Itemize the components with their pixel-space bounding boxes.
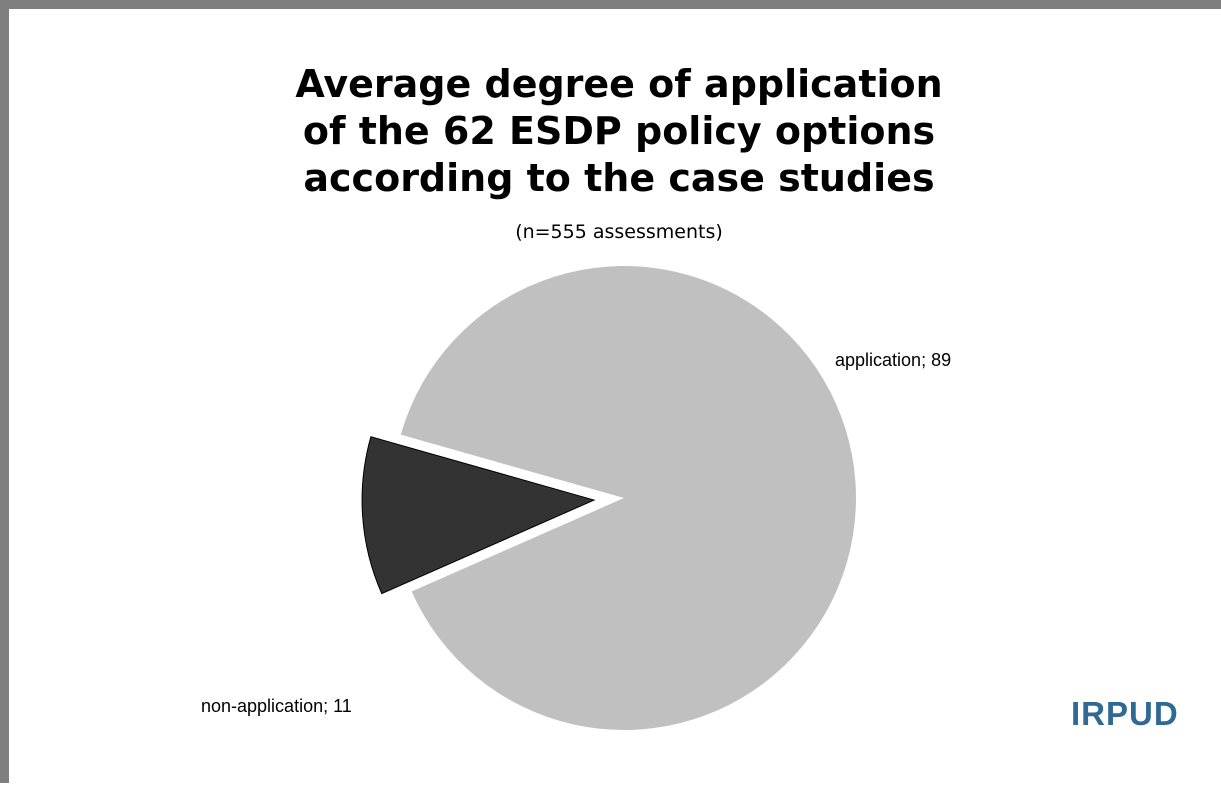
chart-subtitle: (n=555 assessments) — [515, 221, 723, 243]
pie-chart: application; 89 non-application; 11 — [201, 265, 951, 730]
chart-title-line: according to the case studies — [303, 156, 935, 200]
chart-title: Average degree of application of the 62 … — [249, 61, 989, 202]
pie-slice-application — [400, 265, 856, 730]
data-label-non-application: non-application; 11 — [201, 696, 352, 716]
chart-title-line: of the 62 ESDP policy options — [302, 109, 936, 153]
pie-slice-non-application — [361, 436, 596, 595]
data-label-application: application; 89 — [835, 350, 951, 370]
chart-title-line: Average degree of application — [295, 62, 943, 106]
pie-slices — [361, 265, 856, 730]
irpud-logo: IRPUD — [1071, 695, 1179, 732]
